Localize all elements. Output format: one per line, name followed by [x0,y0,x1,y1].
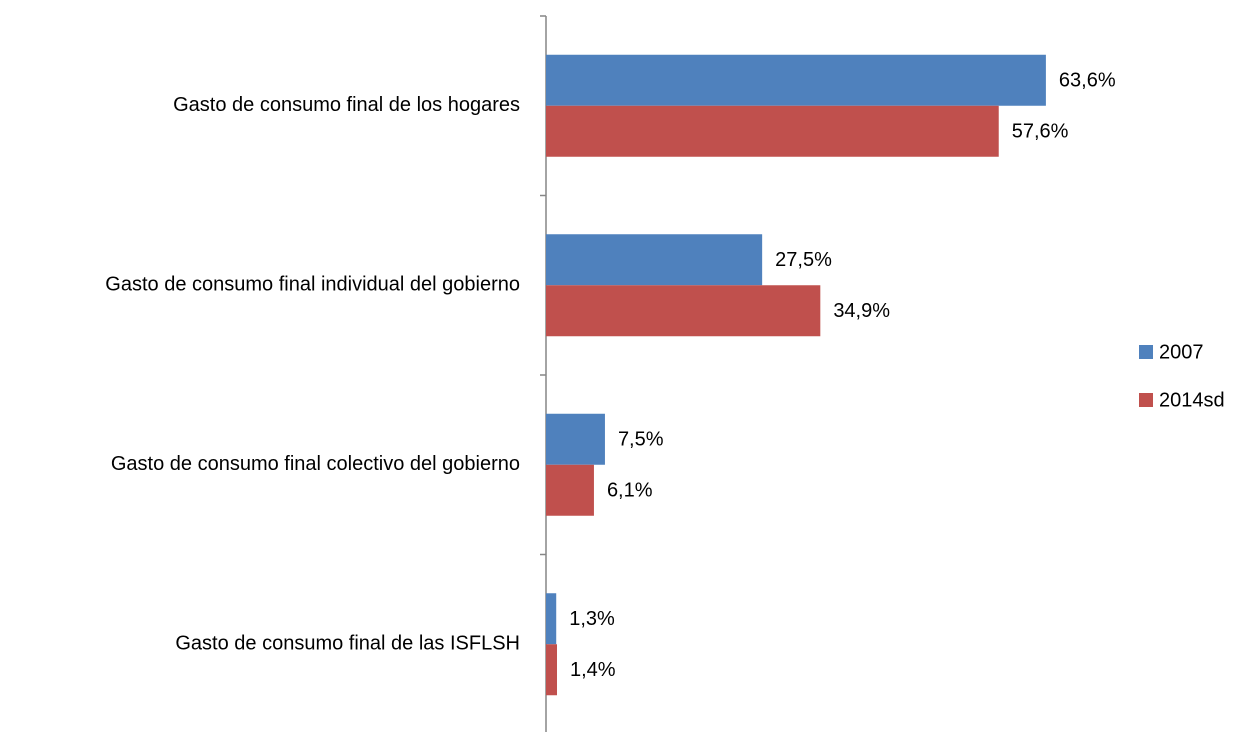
data-label: 34,9% [833,300,890,322]
data-label: 6,1% [607,480,653,502]
bar [546,234,763,286]
legend-swatch [1139,393,1153,407]
data-label: 27,5% [775,249,832,271]
bar [546,593,557,645]
category-label: Gasto de consumo final colectivo del gob… [111,453,520,475]
bar [546,413,605,465]
data-label: 1,4% [570,659,616,681]
data-label: 1,3% [569,608,615,630]
data-label: 63,6% [1059,70,1116,92]
category-label: Gasto de consumo final individual del go… [105,274,520,296]
data-label: 57,6% [1012,121,1069,143]
bar [546,105,999,157]
bar [546,644,558,696]
bar [546,285,821,337]
data-label: 7,5% [618,429,664,451]
legend-label: 2014sd [1159,389,1225,411]
bar [546,464,594,516]
category-label: Gasto de consumo final de los hogares [173,94,520,116]
legend-label: 2007 [1159,341,1204,363]
bar [546,54,1046,106]
category-label: Gasto de consumo final de las ISFLSH [175,633,520,655]
legend-swatch [1139,345,1153,359]
